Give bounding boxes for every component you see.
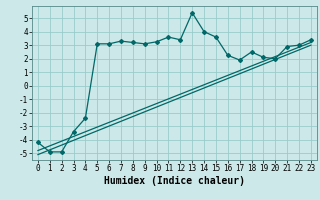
X-axis label: Humidex (Indice chaleur): Humidex (Indice chaleur) [104, 176, 245, 186]
